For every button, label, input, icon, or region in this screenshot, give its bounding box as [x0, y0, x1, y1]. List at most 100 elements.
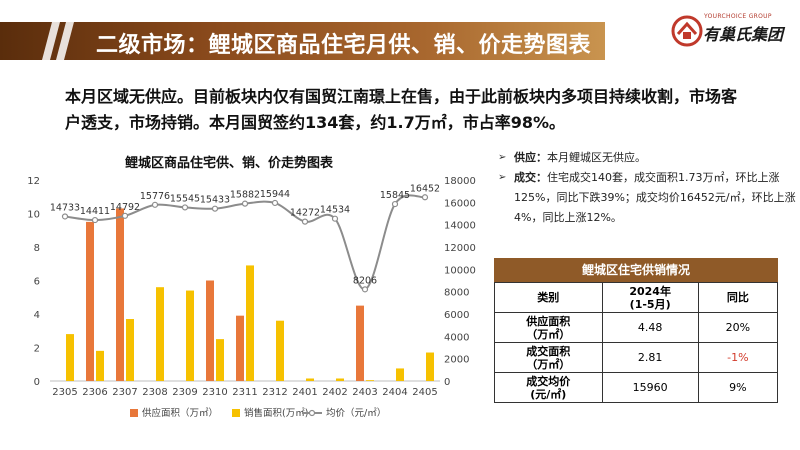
- y-left-tick-label: 10: [27, 210, 40, 221]
- legend-supply-label: 供应面积（万㎡）: [142, 407, 218, 419]
- y-right-tick-label: 16000: [444, 198, 476, 209]
- supply-sales-table: 鲤城区住宅供销情况 类别 2024年 (1-5月) 同比 供应面积 （万㎡） 4…: [494, 258, 779, 403]
- supply-bar: [206, 280, 214, 381]
- price-point: [301, 218, 309, 225]
- price-data-label: 15944: [260, 189, 290, 200]
- sales-bar: [66, 334, 74, 381]
- supply-bar: [116, 208, 124, 381]
- analysis-bullets: ➢ 供应：本月鲤城区无供应。 ➢ 成交：住宅成交140套，成交面积1.73万㎡，…: [496, 148, 796, 228]
- price-data-label: 8206: [353, 275, 377, 286]
- header-yoy: 同比: [697, 282, 779, 313]
- table-title: 鲤城区住宅供销情况: [494, 258, 778, 282]
- price-data-label: 15776: [140, 191, 170, 202]
- price-point: [121, 212, 129, 219]
- sales-bar: [426, 352, 434, 381]
- price-data-label: 15845: [380, 190, 410, 201]
- arrow-bullet-icon: ➢: [498, 152, 507, 163]
- bullet-transaction: ➢ 成交：住宅成交140套，成交面积1.73万㎡，环比上涨125%，同比下跌39…: [496, 168, 796, 228]
- header-bar: [0, 22, 605, 60]
- summary-text: 本月区域无供应。目前板块内仅有国贸江南璟上在售，由于此前板块内多项目持续收割，市…: [65, 84, 795, 136]
- chart-title: 鲤城区商品住宅供、销、价走势图表: [125, 156, 334, 171]
- legend-price-marker: [308, 409, 316, 417]
- bullet-label: 成交：: [514, 171, 547, 184]
- price-point: [391, 200, 399, 208]
- x-tick-label: 2306: [82, 387, 107, 398]
- y-right-tick-label: 14000: [444, 221, 476, 232]
- price-point: [91, 216, 99, 224]
- sales-bar: [126, 319, 134, 381]
- price-data-label: 15545: [170, 193, 200, 204]
- price-point: [61, 213, 69, 220]
- price-data-label: 14534: [320, 205, 350, 216]
- price-data-label: 14733: [50, 202, 80, 213]
- sales-bar: [96, 350, 104, 381]
- y-right-tick-label: 18000: [444, 176, 476, 187]
- y-left-tick-label: 0: [34, 377, 40, 388]
- row-yoy: 9%: [697, 372, 779, 403]
- row-label: 供应面积 （万㎡）: [494, 312, 603, 343]
- y-right-tick-label: 6000: [444, 310, 469, 321]
- logo-tagline: YOURCHOICE GROUP: [704, 13, 772, 20]
- sales-bar: [156, 287, 164, 381]
- x-tick-label: 2405: [412, 387, 437, 398]
- table-row: 成交均价 (元/㎡) 15960 9%: [494, 372, 779, 403]
- x-tick-label: 2305: [52, 387, 77, 398]
- y-right-tick-label: 2000: [444, 355, 469, 366]
- x-tick-label: 2310: [202, 387, 227, 398]
- row-value: 2.81: [601, 342, 699, 373]
- price-point: [361, 286, 369, 293]
- table-row: 供应面积 （万㎡） 4.48 20%: [494, 312, 779, 343]
- company-logo: [670, 12, 795, 52]
- row-label: 成交面积 （万㎡）: [494, 342, 603, 373]
- x-tick-label: 2311: [232, 387, 257, 398]
- row-yoy: 20%: [697, 312, 779, 343]
- x-tick-label: 2309: [172, 387, 197, 398]
- legend-price-label: 均价（元/㎡）: [326, 407, 386, 419]
- sales-bar: [396, 368, 404, 381]
- bullet-text: 住宅成交140套，成交面积1.73万㎡，环比上涨125%，同比下跌39%；成交均…: [514, 171, 796, 224]
- bullet-text: 本月鲤城区无供应。: [547, 151, 646, 164]
- y-right-tick-label: 12000: [444, 243, 476, 254]
- price-data-label: 15433: [200, 195, 230, 206]
- y-left-tick-label: 12: [27, 176, 40, 187]
- arrow-bullet-icon: ➢: [498, 172, 507, 183]
- price-point: [331, 215, 339, 222]
- supply-bar: [356, 305, 364, 381]
- price-data-label: 15882: [230, 190, 260, 201]
- row-value: 4.48: [601, 312, 699, 343]
- bullet-supply: ➢ 供应：本月鲤城区无供应。: [496, 148, 796, 168]
- sales-bar: [306, 378, 314, 381]
- price-data-label: 14792: [110, 202, 140, 213]
- row-label: 成交均价 (元/㎡): [494, 372, 603, 403]
- y-left-tick-label: 4: [34, 310, 40, 321]
- sales-bar: [336, 378, 344, 381]
- supply-bar: [236, 315, 244, 381]
- table-header-row: 类别 2024年 (1-5月) 同比: [494, 282, 779, 313]
- table-row: 成交面积 （万㎡） 2.81 -1%: [494, 342, 779, 373]
- legend-supply-swatch: [130, 409, 138, 417]
- legend-sales-label: 销售面积(万㎡): [244, 407, 308, 419]
- supply-sales-price-chart: 0 2 4 6 8 10 12 0 2000 4000 6000 8000 10000 12000 1400…: [27, 176, 476, 419]
- x-tick-label: 2401: [292, 387, 317, 398]
- row-yoy: -1%: [697, 342, 779, 373]
- x-tick-label: 2402: [322, 387, 347, 398]
- page-header: 二级市场：鲤城区商品住宅月供、销、价走势图表: [0, 0, 800, 60]
- price-point: [421, 194, 429, 201]
- price-point: [211, 205, 219, 212]
- price-data-label: 16452: [410, 183, 440, 194]
- price-data-label: 14411: [80, 206, 110, 217]
- logo-mark-icon: [671, 15, 703, 47]
- price-data-label: 14272: [290, 208, 320, 219]
- summary-line: 本月区域无供应。目前板块内仅有国贸江南璟上在售，由于此前板块内多项目持续收割，市…: [65, 87, 738, 106]
- y-right-tick-label: 0: [444, 377, 450, 388]
- supply-bar: [86, 221, 94, 381]
- sales-bar: [186, 290, 194, 381]
- y-right-tick-label: 4000: [444, 332, 469, 343]
- price-point: [271, 199, 279, 207]
- x-tick-label: 2308: [142, 387, 167, 398]
- logo-name: 有巢氏集团: [703, 25, 784, 44]
- header-category: 类别: [494, 282, 603, 313]
- legend-sales-swatch: [232, 409, 240, 417]
- sales-bar: [216, 339, 224, 381]
- sales-bar: [366, 380, 374, 381]
